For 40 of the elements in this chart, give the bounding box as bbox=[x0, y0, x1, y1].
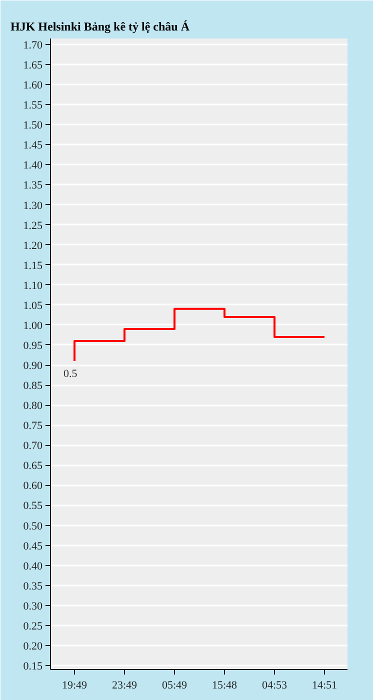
y-tick-label: 0.75 bbox=[23, 420, 43, 432]
y-tick-label: 0.60 bbox=[23, 480, 43, 492]
y-tick-label: 1.40 bbox=[23, 160, 43, 172]
x-tick-label: 05:49 bbox=[162, 680, 188, 692]
y-tick-label: 0.95 bbox=[23, 340, 43, 352]
y-tick-label: 0.65 bbox=[23, 460, 43, 472]
y-tick-label: 0.20 bbox=[23, 640, 43, 652]
y-tick-label: 0.35 bbox=[23, 580, 43, 592]
y-tick-label: 0.40 bbox=[23, 560, 43, 572]
y-tick-label: 1.70 bbox=[23, 40, 43, 52]
y-tick-label: 1.55 bbox=[23, 100, 43, 112]
y-tick-label: 0.45 bbox=[23, 540, 43, 552]
y-tick-label: 1.05 bbox=[23, 300, 43, 312]
y-tick-label: 1.60 bbox=[23, 80, 43, 92]
y-tick-label: 0.30 bbox=[23, 600, 43, 612]
y-tick-label: 1.15 bbox=[23, 260, 43, 272]
y-tick-label: 0.85 bbox=[23, 380, 43, 392]
annotation: 0.5 bbox=[64, 368, 78, 380]
y-tick-label: 1.65 bbox=[23, 60, 43, 72]
y-tick-label: 0.25 bbox=[23, 620, 43, 632]
y-tick-label: 1.00 bbox=[23, 320, 43, 332]
y-tick-label: 0.70 bbox=[23, 440, 43, 452]
y-tick-label: 1.50 bbox=[23, 120, 43, 132]
y-tick-label: 0.90 bbox=[23, 360, 43, 372]
x-tick-label: 14:51 bbox=[312, 680, 338, 692]
y-tick-label: 0.80 bbox=[23, 400, 43, 412]
x-tick-label: 15:48 bbox=[212, 680, 238, 692]
y-tick-label: 1.30 bbox=[23, 200, 43, 212]
y-tick-label: 1.45 bbox=[23, 140, 43, 152]
y-tick-label: 1.20 bbox=[23, 240, 43, 252]
x-tick-label: 04:53 bbox=[262, 680, 288, 692]
x-tick-label: 23:49 bbox=[112, 680, 138, 692]
y-tick-label: 1.10 bbox=[23, 280, 43, 292]
y-tick-label: 0.50 bbox=[23, 520, 43, 532]
y-tick-label: 1.25 bbox=[23, 220, 43, 232]
y-tick-label: 0.55 bbox=[23, 500, 43, 512]
y-tick-label: 0.15 bbox=[23, 660, 43, 672]
y-tick-label: 1.35 bbox=[23, 180, 43, 192]
chart-title: HJK Helsinki Bảng kê tỷ lệ châu Á bbox=[10, 20, 190, 34]
x-tick-label: 19:49 bbox=[62, 680, 88, 692]
